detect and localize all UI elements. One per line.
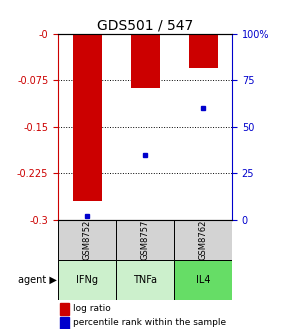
Text: agent ▶: agent ▶ [18,275,57,285]
Bar [116,220,174,260]
Bar [58,220,116,260]
Bar [174,260,232,300]
Text: GSM8762: GSM8762 [198,220,208,260]
Bar [72,34,102,201]
Bar [188,34,218,68]
Bar [130,34,160,88]
Text: GSM8757: GSM8757 [140,220,150,260]
Text: percentile rank within the sample: percentile rank within the sample [73,318,226,327]
Text: log ratio: log ratio [73,304,110,313]
Text: GSM8752: GSM8752 [82,220,92,260]
Text: IFNg: IFNg [76,275,98,285]
Bar [174,220,232,260]
Bar [60,303,69,314]
Bar [116,260,174,300]
Bar [58,260,116,300]
Text: IL4: IL4 [196,275,210,285]
Bar [60,317,69,329]
Text: TNFa: TNFa [133,275,157,285]
Title: GDS501 / 547: GDS501 / 547 [97,18,193,33]
